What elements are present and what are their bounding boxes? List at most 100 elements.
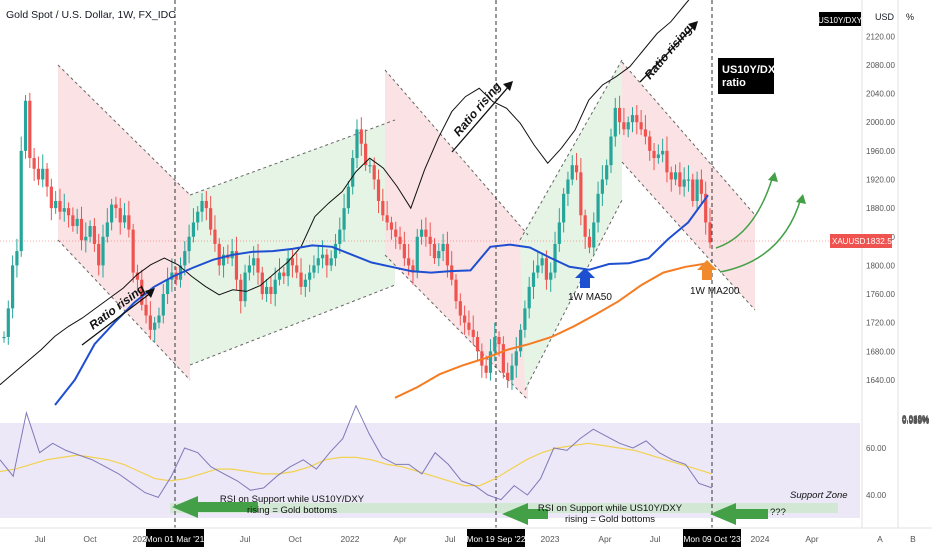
ratio-rising-arrow: [81, 291, 153, 346]
candle-body: [484, 365, 488, 373]
candle-body: [549, 272, 553, 280]
candle-body: [669, 172, 673, 180]
candle-body: [221, 254, 226, 266]
candle-body: [574, 165, 579, 173]
candle-body: [506, 372, 510, 380]
rsi-arrow-left: [172, 496, 258, 518]
candle-body: [540, 258, 544, 266]
ma50-line: [54, 194, 709, 406]
rsi-tick: 40.00: [866, 491, 887, 500]
candle-body: [58, 200, 62, 212]
candle-body: [617, 107, 622, 123]
candle-body: [295, 265, 299, 273]
date-tag-label: Mon 09 Oct '23: [683, 534, 741, 544]
secondary-symbol-tag: [819, 12, 861, 26]
secondary-symbol-label: US10Y/DXY: [818, 16, 863, 25]
candle-body: [290, 258, 295, 266]
candle-body: [28, 100, 32, 159]
price-tick: 1760.00: [866, 290, 895, 299]
candle-body: [23, 100, 28, 151]
candle-body: [656, 154, 660, 159]
candle-body: [661, 150, 665, 155]
candle-body: [587, 236, 592, 248]
percent-button[interactable]: %: [906, 12, 914, 22]
candle-body: [333, 243, 338, 259]
date-tag-bg: [683, 529, 741, 547]
channel-border: [57, 64, 191, 196]
candle-body: [359, 129, 363, 144]
bottom-button[interactable]: A: [877, 534, 883, 544]
green-channel-2023: [520, 60, 622, 390]
price-axis-bg: [862, 0, 932, 528]
bottom-button[interactable]: B: [910, 534, 916, 544]
channel-border: [189, 284, 396, 366]
candle-body: [454, 279, 458, 302]
candle-body: [49, 186, 53, 209]
arrow-head: [145, 288, 155, 298]
candle-body: [174, 272, 178, 280]
last-price-symbol: XAUUSD: [832, 237, 866, 246]
candle-body: [501, 344, 505, 373]
candle-body: [527, 286, 531, 309]
rsi-note-2: RSI on Support while US10Y/DXY rising = G…: [538, 503, 683, 525]
time-tick: 2024: [751, 534, 770, 544]
candle-body: [200, 200, 204, 212]
candle-body: [432, 243, 437, 259]
currency-button[interactable]: USD: [875, 12, 895, 22]
candle-body: [463, 315, 467, 323]
text-line: ratio: [722, 77, 746, 89]
candle-body: [66, 208, 71, 216]
price-tick: 1800.00: [866, 261, 895, 270]
candle-body: [364, 143, 368, 166]
candle-body: [471, 329, 475, 337]
candle-body: [329, 258, 333, 266]
rsi-arrow-left: [502, 503, 548, 525]
candle-body: [467, 322, 471, 330]
candle-body: [673, 172, 678, 180]
date-tag: Mon 09 Oct '23: [683, 529, 741, 547]
candle-body: [691, 179, 695, 201]
candle-body: [264, 286, 269, 295]
time-tick: Jul: [240, 534, 251, 544]
candle-body: [79, 218, 84, 241]
candle-body: [639, 122, 643, 130]
ratio-tick: 0.020%: [902, 416, 929, 425]
price-tick: 1920.00: [866, 175, 895, 184]
ratio-axis: 0.040%0.035%0.030%0.025%0.020%0.015%0.01…: [902, 414, 929, 426]
candle-body: [635, 115, 639, 123]
candle-body: [544, 258, 549, 280]
candle-body: [338, 229, 342, 244]
candle-body: [308, 272, 312, 280]
text-line: rising = Gold bottoms: [247, 505, 337, 516]
candle-body: [213, 229, 217, 244]
candle-body: [686, 179, 691, 181]
candle-body: [514, 351, 518, 366]
price-tick: 1640.00: [866, 376, 895, 385]
candle-body: [312, 265, 316, 273]
candle-body: [62, 208, 66, 212]
date-tag: Mon 19 Sep '22: [466, 529, 526, 547]
channel-border: [621, 61, 756, 216]
candles-layer: [2, 92, 712, 390]
candle-body: [342, 208, 346, 230]
candle-body: [2, 336, 6, 339]
candle-body: [161, 294, 165, 316]
date-tag-label: Mon 01 Mar '21: [146, 534, 205, 544]
candle-body: [652, 150, 656, 159]
candle-body: [407, 258, 411, 266]
candle-body: [609, 136, 613, 166]
candle-body: [75, 218, 79, 227]
candle-body: [695, 179, 699, 201]
candle-body: [269, 286, 273, 295]
candle-body: [437, 251, 441, 259]
candle-body: [630, 115, 635, 123]
ratio-label-box: [718, 58, 774, 94]
candle-body: [243, 272, 247, 302]
price-tick: 1960.00: [866, 147, 895, 156]
ratio-tick: 0.015%: [902, 416, 929, 425]
candle-body: [122, 215, 127, 223]
rsi-note-1: RSI on Support while US10Y/DXY rising = G…: [220, 494, 365, 516]
candle-body: [148, 315, 152, 330]
